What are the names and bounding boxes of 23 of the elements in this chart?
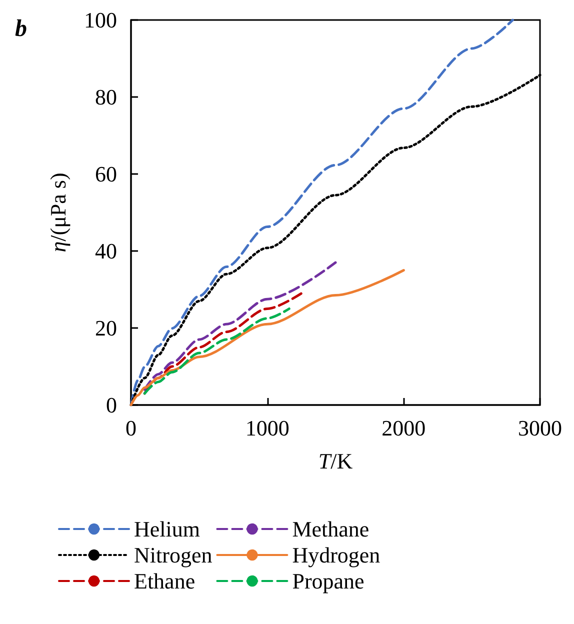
y-tick-label: 80 bbox=[95, 84, 117, 110]
y-axis-title: η/(μPa s) bbox=[46, 172, 70, 252]
x-tick-label: 0 bbox=[126, 416, 136, 440]
line-series bbox=[143, 292, 303, 395]
y-tick-label: 0 bbox=[106, 392, 117, 418]
x-axis-title: T/K bbox=[318, 448, 353, 474]
y-tick-label: 100 bbox=[84, 8, 117, 32]
line-series bbox=[143, 261, 337, 391]
y-tick-label: 20 bbox=[95, 316, 117, 340]
legend-label: Propane bbox=[292, 568, 364, 594]
legend-label: Nitrogen bbox=[134, 542, 212, 568]
y-tick-label: 60 bbox=[95, 162, 117, 186]
legend-label: Helium bbox=[134, 516, 200, 542]
y-tick-label: 40 bbox=[95, 238, 117, 264]
line-series bbox=[130, 269, 405, 406]
x-tick-label: 2000 bbox=[382, 416, 426, 440]
line-series bbox=[143, 308, 290, 395]
legend-label: Hydrogen bbox=[292, 542, 380, 568]
legend-label: Ethane bbox=[134, 568, 196, 594]
x-tick-label: 1000 bbox=[245, 416, 290, 440]
legend-label: Methane bbox=[292, 516, 370, 542]
x-tick-label: 3000 bbox=[518, 416, 562, 440]
chart-title: b bbox=[15, 16, 27, 42]
